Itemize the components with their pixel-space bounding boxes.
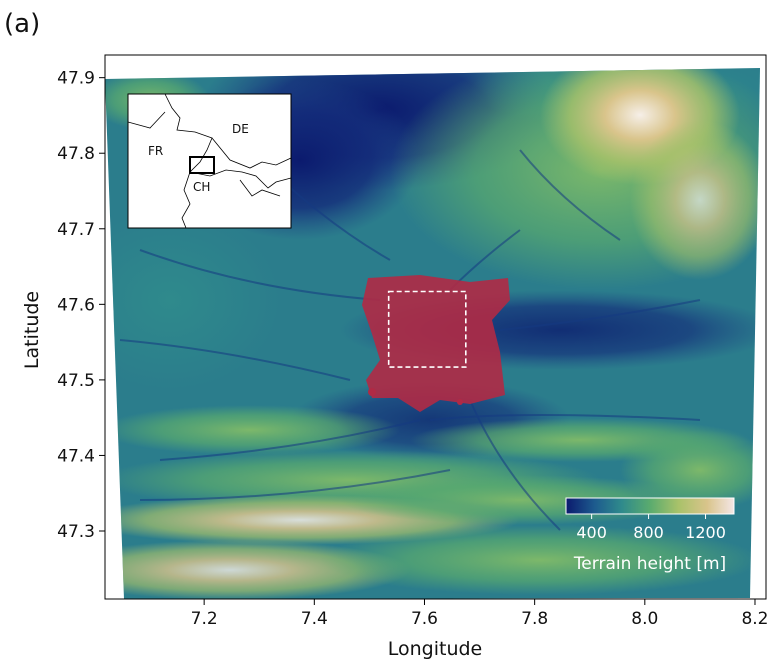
y-axis-ticks: 47.3 47.4 47.5 47.6 47.7 47.8 47.9 <box>57 69 105 542</box>
urban-area <box>362 275 510 412</box>
x-tick-label: 8.2 <box>741 609 768 629</box>
study-area-box <box>387 290 467 368</box>
colorbar-ticks: 400 800 1200 <box>576 514 726 542</box>
colorbar-label: Terrain height [m] <box>573 554 726 574</box>
x-tick-label: 7.4 <box>301 609 328 629</box>
colorbar-tick-label: 400 <box>576 523 607 542</box>
x-axis-label: Longitude <box>388 638 483 660</box>
y-axis-label: Latitude <box>21 291 43 369</box>
colorbar: 400 800 1200 Terrain height [m] <box>565 497 735 574</box>
x-tick-label: 7.8 <box>521 609 548 629</box>
x-tick-label: 7.6 <box>411 609 438 629</box>
y-tick-label: 47.9 <box>57 69 95 89</box>
inset-map: FR DE CH <box>127 93 292 229</box>
inset-frame <box>127 93 292 229</box>
colorbar-scale <box>565 497 735 515</box>
urban-patch-south <box>457 399 463 405</box>
inset-borders <box>127 93 292 229</box>
y-tick-label: 47.7 <box>57 220 95 240</box>
x-axis-ticks: 7.2 7.4 7.6 7.8 8.0 8.2 <box>191 599 769 629</box>
colorbar-tick-label: 1200 <box>685 523 726 542</box>
colorbar-tick-label: 800 <box>633 523 664 542</box>
y-tick-label: 47.4 <box>57 446 95 466</box>
y-tick-label: 47.8 <box>57 144 95 164</box>
urban-patch-west <box>368 388 376 396</box>
axes-frame <box>104 54 767 600</box>
inset-label-fr: FR <box>148 144 163 158</box>
panel-label: (a) <box>4 9 40 39</box>
y-tick-label: 47.6 <box>57 295 95 315</box>
inset-label-de: DE <box>232 122 249 136</box>
y-tick-label: 47.3 <box>57 522 95 542</box>
urban-area-main <box>362 275 510 412</box>
y-tick-label: 47.5 <box>57 371 95 391</box>
x-tick-label: 8.0 <box>631 609 658 629</box>
inset-label-ch: CH <box>193 180 210 194</box>
x-tick-label: 7.2 <box>191 609 218 629</box>
inset-study-region <box>189 156 215 174</box>
